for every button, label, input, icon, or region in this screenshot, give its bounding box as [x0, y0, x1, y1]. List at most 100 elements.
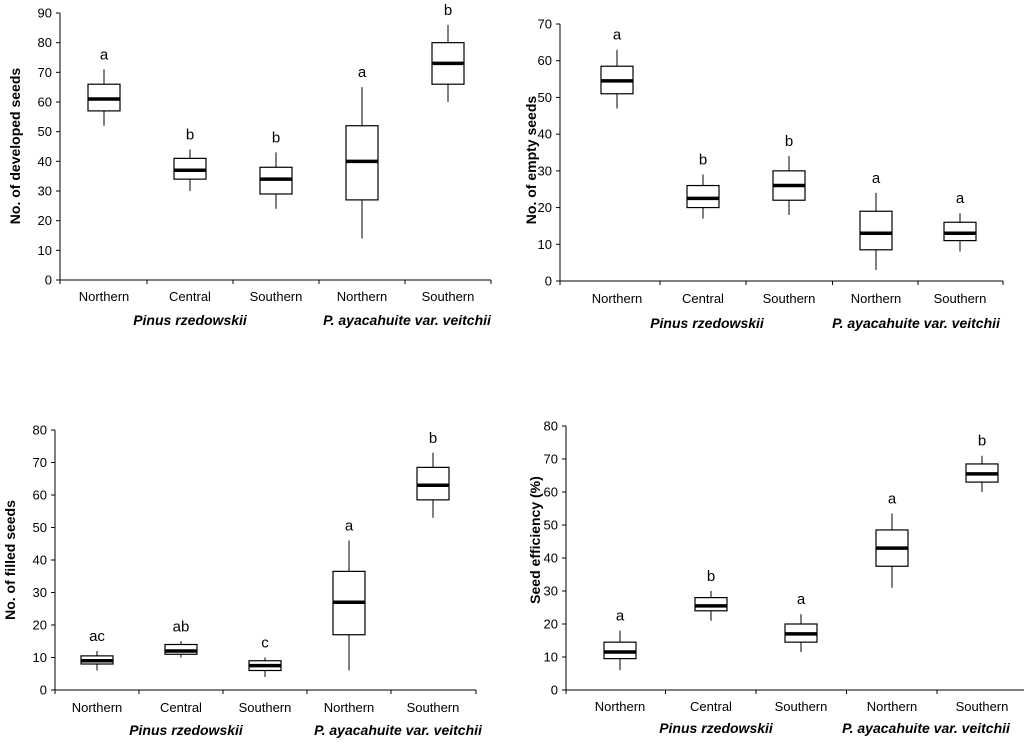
- y-tick-label: 40: [538, 127, 552, 142]
- box-4: a: [859, 170, 893, 270]
- chart-panel-4: 0 10 20 30 40 50 60 70 80 Seed efficiency (%) a Nor…: [527, 419, 1024, 736]
- significance-letter: b: [444, 2, 452, 19]
- category-label: Central: [690, 699, 732, 714]
- category-label: Northern: [595, 699, 646, 714]
- y-tick-label: 0: [551, 683, 558, 698]
- y-tick-label: 90: [38, 6, 52, 21]
- category-label: Northern: [72, 700, 123, 715]
- y-tick-label: 50: [544, 518, 558, 533]
- y-tick-label: 70: [538, 17, 552, 32]
- significance-letter: b: [186, 126, 194, 143]
- significance-letter: a: [872, 170, 881, 187]
- box-3: b: [259, 129, 293, 209]
- y-tick-label: 70: [544, 452, 558, 467]
- category-label: Northern: [79, 289, 130, 304]
- box-4: a: [332, 518, 366, 671]
- y-tick-label: 30: [38, 184, 52, 199]
- category-label: Southern: [422, 289, 475, 304]
- category-label: Southern: [407, 700, 460, 715]
- box-3: c: [248, 635, 282, 677]
- significance-letter: ac: [89, 628, 105, 645]
- significance-letter: b: [707, 568, 715, 585]
- chart-panel-2: 0 10 20 30 40 50 60 70 No. of empty seeds a Northe…: [523, 17, 1004, 331]
- group-label: P. ayacahuite var. veitchii: [314, 722, 483, 738]
- box-4: a: [345, 64, 379, 239]
- category-label: Southern: [775, 699, 828, 714]
- y-tick-label: 20: [33, 618, 47, 633]
- category-label: Northern: [324, 700, 375, 715]
- significance-letter: c: [261, 635, 269, 652]
- box-1: a: [600, 27, 634, 109]
- group-label: Pinus rzedowskii: [650, 315, 765, 331]
- box-3: a: [784, 591, 818, 653]
- group-label: P. ayacahuite var. veitchii: [323, 312, 492, 328]
- category-label: Northern: [337, 289, 388, 304]
- category-label: Northern: [851, 291, 902, 306]
- category-label: Northern: [867, 699, 918, 714]
- y-tick-label: 0: [545, 274, 552, 289]
- box-5: b: [965, 433, 999, 492]
- y-tick-label: 40: [38, 154, 52, 169]
- group-label: Pinus rzedowskii: [133, 312, 248, 328]
- category-label: Southern: [239, 700, 292, 715]
- y-tick-label: 80: [38, 35, 52, 50]
- significance-letter: a: [956, 190, 965, 207]
- y-tick-label: 10: [38, 243, 52, 258]
- significance-letter: a: [797, 591, 806, 608]
- y-tick-label: 80: [544, 419, 558, 434]
- significance-letter: a: [616, 608, 625, 625]
- y-tick-label: 40: [544, 551, 558, 566]
- significance-letter: a: [613, 27, 622, 44]
- significance-letter: b: [699, 152, 707, 169]
- box-1: a: [603, 608, 637, 671]
- category-label: Central: [160, 700, 202, 715]
- category-label: Southern: [763, 291, 816, 306]
- y-tick-label: 60: [38, 95, 52, 110]
- y-tick-label: 50: [33, 520, 47, 535]
- y-tick-label: 80: [33, 423, 47, 438]
- category-label: Central: [169, 289, 211, 304]
- significance-letter: a: [358, 64, 367, 81]
- box-2: ab: [164, 618, 198, 658]
- box-3: b: [772, 133, 806, 215]
- significance-letter: a: [100, 46, 109, 63]
- y-tick-label: 70: [38, 65, 52, 80]
- y-tick-label: 40: [33, 553, 47, 568]
- box-4: a: [875, 490, 909, 588]
- box-5: b: [416, 430, 450, 518]
- y-tick-label: 20: [544, 617, 558, 632]
- box-2: b: [173, 126, 207, 191]
- y-tick-label: 50: [38, 124, 52, 139]
- significance-letter: a: [888, 490, 897, 507]
- group-label: P. ayacahuite var. veitchii: [842, 720, 1011, 736]
- group-label: P. ayacahuite var. veitchii: [832, 315, 1001, 331]
- y-tick-label: 70: [33, 455, 47, 470]
- y-tick-label: 10: [33, 650, 47, 665]
- box-1: ac: [80, 628, 114, 671]
- y-tick-label: 20: [538, 200, 552, 215]
- box-rect: [859, 210, 893, 251]
- box-rect: [943, 221, 977, 242]
- category-label: Southern: [250, 289, 303, 304]
- box-2: b: [686, 152, 720, 219]
- y-tick-label: 30: [544, 584, 558, 599]
- category-label: Southern: [956, 699, 1009, 714]
- significance-letter: b: [785, 133, 793, 150]
- significance-letter: b: [272, 129, 280, 146]
- y-tick-label: 0: [40, 683, 47, 698]
- group-label: Pinus rzedowskii: [129, 722, 244, 738]
- group-label: Pinus rzedowskii: [659, 720, 774, 736]
- y-tick-label: 0: [45, 273, 52, 288]
- significance-letter: b: [978, 433, 986, 450]
- chart-panel-1: 0 10 20 30 40 50 60 70 80 90 No. of developed seed…: [7, 2, 492, 328]
- y-tick-label: 30: [33, 585, 47, 600]
- box-1: a: [87, 46, 121, 126]
- category-label: Central: [682, 291, 724, 306]
- y-tick-label: 10: [544, 650, 558, 665]
- y-axis-title: Seed efficiency (%): [527, 476, 543, 604]
- y-axis-title: No. of empty seeds: [523, 96, 539, 225]
- y-axis-title: No. of developed seeds: [7, 68, 23, 225]
- y-tick-label: 30: [538, 163, 552, 178]
- y-tick-label: 60: [538, 53, 552, 68]
